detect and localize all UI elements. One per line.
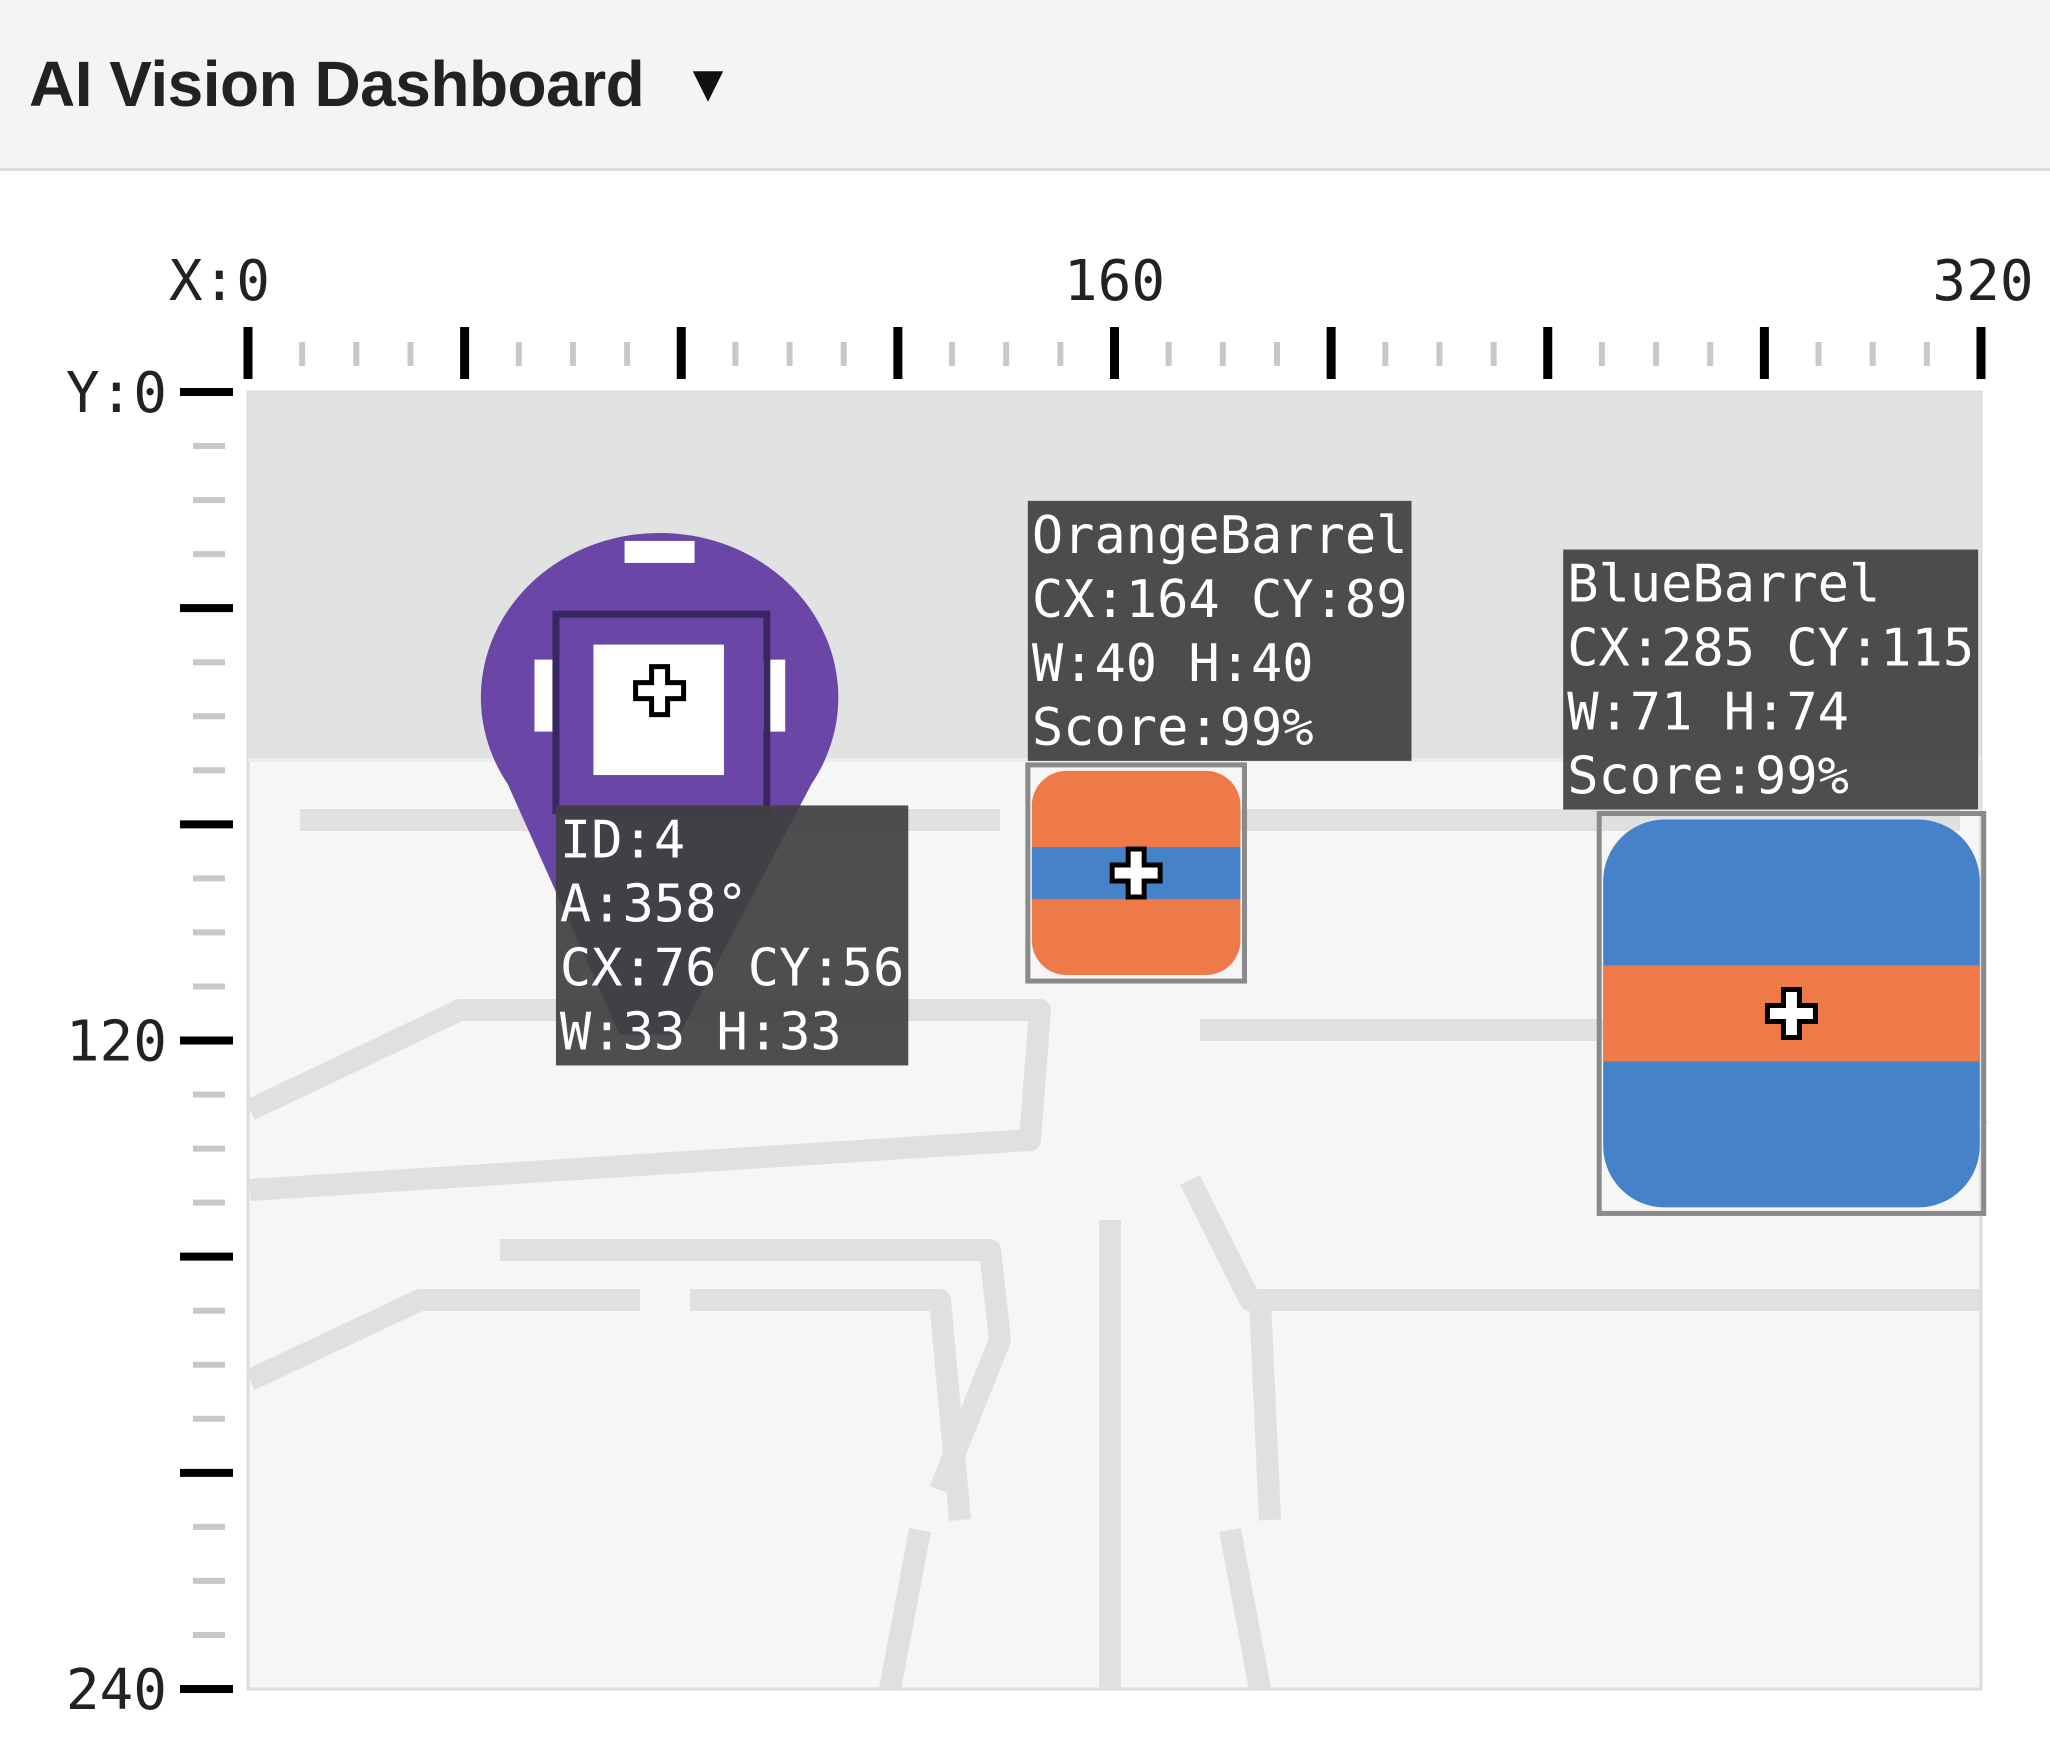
label-line: A:358°	[560, 874, 748, 934]
floor-line	[879, 1527, 931, 1692]
x-axis: X:0 160 320	[169, 249, 2034, 379]
label-line: CX:76 CY:56	[560, 938, 904, 998]
bounding-box	[1025, 762, 1247, 984]
crosshair-icon	[1764, 986, 1818, 1040]
y-axis: Y:0 120 240	[66, 361, 233, 1723]
triangle-down-icon: ▼	[682, 55, 734, 113]
label-line: ID:4	[560, 810, 685, 870]
y-axis-label: 240	[66, 1658, 167, 1723]
bounding-box	[1596, 811, 1987, 1216]
dashboard-title: AI Vision Dashboard	[29, 48, 645, 120]
tag-marker	[624, 540, 695, 563]
x-axis-label: 320	[1932, 249, 2033, 314]
label-line: W:71 H:74	[1567, 683, 1849, 743]
label-background	[555, 805, 909, 1066]
label-line: CX:285 CY:115	[1567, 619, 1974, 679]
label-background	[1563, 549, 1979, 810]
label-line: Score:99%	[1567, 747, 1849, 807]
floor-line	[245, 999, 1051, 1201]
floor-line	[1180, 1175, 1980, 1311]
y-axis-label: Y:0	[66, 361, 167, 426]
label-line: BlueBarrel	[1567, 555, 1880, 615]
dashboard-selector[interactable]: AI Vision Dashboard ▼	[29, 47, 734, 121]
floor-line	[690, 1289, 971, 1521]
crosshair-icon	[633, 664, 687, 718]
tag-marker	[534, 659, 557, 732]
floor-line	[1249, 1299, 1281, 1521]
floor-line	[245, 1289, 640, 1390]
label-line: W:40 H:40	[1032, 634, 1314, 694]
label-line: CX:164 CY:89	[1032, 570, 1408, 630]
detection-label: ID:4A:358°CX:76 CY:56W:33 H:33	[555, 805, 909, 1066]
label-line: OrangeBarrel	[1032, 506, 1408, 566]
floor-line	[1219, 1527, 1271, 1692]
label-line: W:33 H:33	[560, 1002, 842, 1062]
label-background	[1027, 500, 1412, 761]
crosshair-icon	[1109, 846, 1163, 900]
detection-apriltag: ID:4A:358°CX:76 CY:56W:33 H:33	[480, 532, 909, 1066]
x-axis-label: 160	[1064, 249, 1165, 314]
floor-line	[500, 1239, 1011, 1495]
header-bar: AI Vision Dashboard ▼	[0, 0, 2050, 171]
y-axis-label: 120	[66, 1010, 167, 1075]
x-axis-label: X:0	[169, 249, 270, 314]
label-line: Score:99%	[1032, 698, 1314, 758]
